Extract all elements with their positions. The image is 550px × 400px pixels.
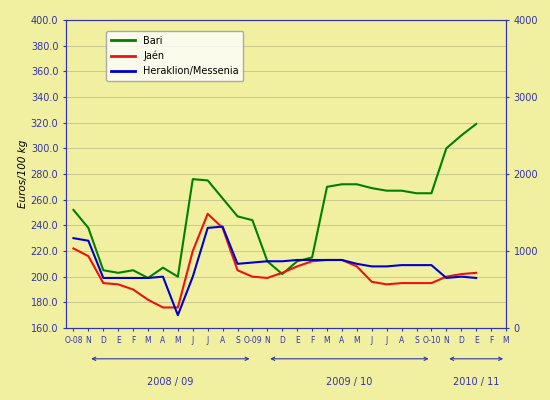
Legend: Bari, Jaén, Heraklion/Messenia: Bari, Jaén, Heraklion/Messenia	[106, 31, 244, 81]
Text: 2009 / 10: 2009 / 10	[326, 377, 372, 387]
Text: 2008 / 09: 2008 / 09	[147, 377, 194, 387]
Text: 2010 / 11: 2010 / 11	[453, 377, 499, 387]
Y-axis label: Euros/100 kg: Euros/100 kg	[18, 140, 28, 208]
